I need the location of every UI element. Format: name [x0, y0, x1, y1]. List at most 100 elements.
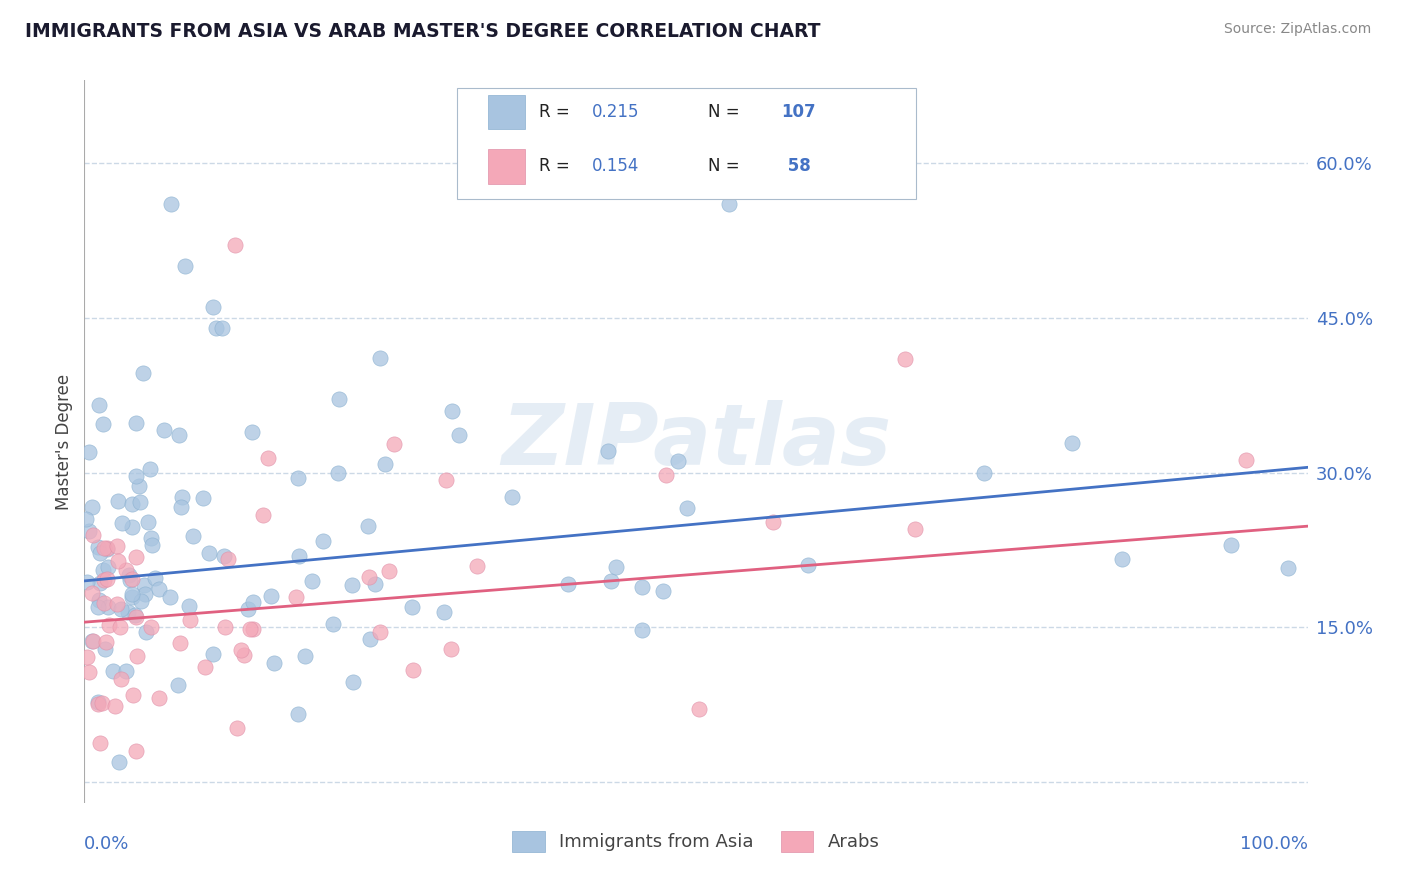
Point [652, 584, 675, 599]
Point [108, 755, 131, 769]
Point [1062, 435, 1084, 450]
Point [1277, 561, 1299, 575]
Point [447, 428, 470, 442]
Point [655, 468, 678, 483]
Point [90, 696, 112, 710]
Point [121, 590, 143, 604]
Point [141, 538, 163, 552]
Point [96, 541, 118, 556]
Point [402, 664, 425, 678]
Text: N =: N = [709, 103, 740, 121]
Point [368, 624, 391, 639]
Point [762, 515, 785, 529]
Point [89, 546, 111, 560]
Point [257, 450, 280, 465]
Point [433, 605, 456, 619]
Point [153, 423, 176, 437]
Point [97, 560, 120, 574]
Point [121, 498, 143, 512]
Point [124, 549, 146, 564]
Y-axis label: Master's Degree: Master's Degree [55, 374, 73, 509]
Point [242, 622, 264, 636]
Point [91, 417, 114, 432]
Point [301, 574, 323, 589]
Point [96, 541, 118, 555]
Point [129, 494, 152, 508]
Point [125, 416, 148, 430]
Point [159, 591, 181, 605]
Point [87, 695, 110, 709]
Point [326, 467, 349, 481]
Point [89, 398, 111, 412]
Point [129, 594, 152, 608]
Text: 0.0%: 0.0% [84, 835, 129, 854]
Point [82, 634, 104, 648]
Point [110, 672, 132, 686]
Text: 0.215: 0.215 [592, 103, 640, 121]
Point [239, 622, 262, 636]
Point [125, 468, 148, 483]
Point [117, 605, 139, 619]
Point [600, 574, 623, 589]
Point [143, 571, 166, 585]
Point [96, 572, 118, 586]
Point [374, 457, 396, 471]
Point [82, 500, 104, 515]
Point [252, 508, 274, 522]
Point [87, 592, 110, 607]
Point [128, 479, 150, 493]
Point [1219, 538, 1241, 552]
Text: 100.0%: 100.0% [1240, 835, 1308, 854]
Point [148, 690, 170, 705]
Point [82, 586, 104, 600]
Point [177, 599, 200, 614]
Point [107, 494, 129, 508]
Point [205, 321, 228, 335]
Point [312, 534, 335, 549]
Point [98, 618, 121, 632]
Point [630, 580, 652, 594]
Point [111, 516, 134, 530]
FancyBboxPatch shape [488, 95, 524, 129]
Point [236, 601, 259, 615]
Point [125, 649, 148, 664]
Point [359, 632, 381, 647]
Text: ZIPatlas: ZIPatlas [501, 400, 891, 483]
Point [596, 444, 619, 458]
Point [101, 664, 124, 678]
Point [115, 563, 138, 577]
Point [181, 529, 204, 543]
Point [363, 576, 385, 591]
Text: N =: N = [709, 157, 740, 175]
Point [114, 665, 136, 679]
Point [328, 392, 350, 406]
Point [79, 524, 101, 538]
Point [135, 624, 157, 639]
Point [797, 558, 820, 572]
Point [202, 647, 225, 661]
Point [191, 491, 214, 505]
Point [378, 564, 401, 578]
Point [224, 238, 246, 252]
Point [169, 636, 191, 650]
Point [87, 698, 110, 712]
Point [357, 519, 380, 533]
Text: 58: 58 [782, 157, 810, 175]
Point [87, 599, 110, 614]
Point [225, 721, 247, 735]
Point [94, 641, 117, 656]
Point [676, 500, 699, 515]
Text: Source: ZipAtlas.com: Source: ZipAtlas.com [1223, 22, 1371, 37]
Point [167, 678, 190, 692]
Point [211, 321, 233, 335]
Point [666, 454, 689, 468]
Point [148, 582, 170, 597]
Point [124, 743, 146, 757]
Point [441, 404, 464, 418]
Point [434, 474, 457, 488]
Point [368, 351, 391, 366]
Point [80, 634, 103, 648]
Text: R =: R = [540, 157, 575, 175]
Point [342, 674, 364, 689]
Legend: Immigrants from Asia, Arabs: Immigrants from Asia, Arabs [505, 823, 887, 859]
